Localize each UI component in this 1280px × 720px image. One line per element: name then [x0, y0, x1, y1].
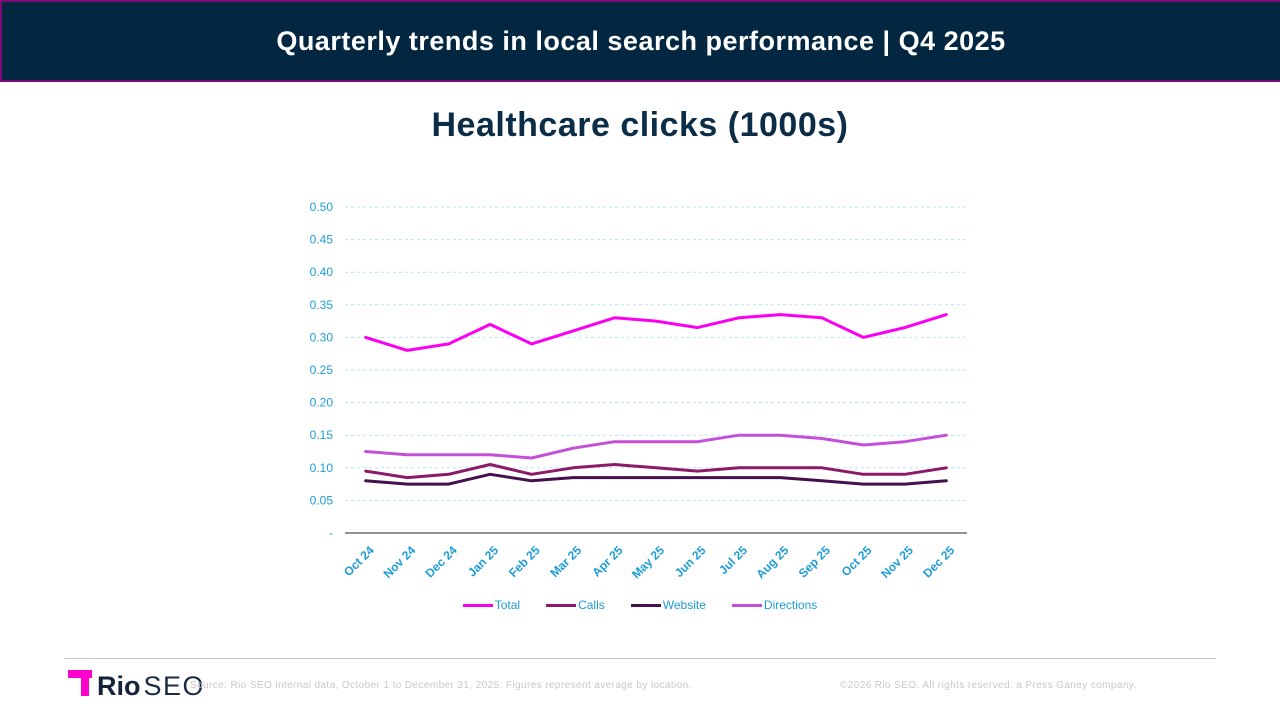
x-axis-tick-label: Dec 24: [423, 543, 460, 580]
y-axis-tick-label: 0.40: [310, 265, 334, 279]
legend-swatch-website: [630, 603, 661, 607]
source-note: Source: Rio SEO internal data, October 1…: [190, 680, 692, 691]
x-axis-tick-label: Feb 25: [506, 543, 543, 580]
chart-legend: Total Calls Website Directions: [0, 598, 1280, 612]
legend-item-total: Total: [462, 598, 521, 612]
x-axis-tick-label: Jun 25: [672, 543, 709, 580]
legend-swatch-calls: [546, 603, 577, 607]
logo-text-rio: Rio: [97, 671, 141, 701]
x-axis-tick-label: Jul 25: [716, 543, 750, 577]
legend-item-directions: Directions: [731, 598, 818, 612]
legend-swatch-total: [462, 603, 493, 607]
y-axis-tick-label: -: [329, 526, 333, 540]
y-axis-tick-label: 0.45: [310, 233, 334, 247]
legend-label-calls: Calls: [578, 598, 605, 612]
header-title: Quarterly trends in local search perform…: [276, 25, 1006, 56]
x-axis-tick-label: Nov 25: [878, 543, 916, 581]
x-axis-tick-label: May 25: [629, 543, 667, 581]
footer-divider: [64, 658, 1216, 659]
copyright-note: ©2026 Rio SEO. All rights reserved. a Pr…: [840, 680, 1137, 691]
y-axis-tick-label: 0.30: [310, 330, 334, 344]
legend-item-calls: Calls: [546, 598, 605, 612]
header-banner: Quarterly trends in local search perform…: [0, 0, 1280, 82]
x-axis-tick-label: Aug 25: [753, 543, 791, 581]
legend-item-website: Website: [630, 598, 706, 612]
y-axis-tick-label: 0.05: [310, 493, 334, 507]
legend-label-directions: Directions: [763, 598, 818, 612]
y-axis-tick-label: 0.35: [310, 298, 334, 312]
y-axis-tick-label: 0.25: [310, 363, 334, 377]
x-axis-tick-label: Oct 25: [839, 543, 875, 579]
logo-text-seo: SEO: [143, 671, 206, 701]
series-line-directions: [364, 433, 948, 460]
chart-title: Healthcare clicks (1000s): [431, 106, 849, 144]
y-axis-tick-label: 0.15: [310, 428, 334, 442]
rioseo-logo-icon: [68, 668, 92, 700]
x-axis-tick-label: Mar 25: [547, 543, 584, 580]
x-axis-tick-label: Sep 25: [796, 543, 833, 580]
series-line-website: [364, 472, 948, 486]
legend-label-total: Total: [494, 598, 521, 612]
x-axis-tick-label: Apr 25: [589, 543, 626, 580]
x-axis-tick-label: Dec 25: [920, 543, 957, 580]
x-axis-tick-label: Nov 24: [381, 543, 419, 581]
legend-label-website: Website: [662, 598, 706, 612]
y-axis-tick-label: 0.10: [310, 461, 334, 475]
line-chart: - 0.05 0.10 0.15 0.20 0.25 0.30 0.35 0.40 0.45 0.5…: [310, 200, 967, 581]
legend-swatch-directions: [731, 603, 762, 607]
y-axis-tick-label: 0.50: [310, 200, 334, 214]
series-line-calls: [364, 463, 948, 480]
y-axis-tick-label: 0.20: [310, 396, 334, 410]
x-axis-tick-label: Jan 25: [465, 543, 502, 580]
rioseo-logo: Rio SEO: [68, 668, 205, 700]
series-line-total: [364, 313, 948, 352]
x-axis-tick-label: Oct 24: [341, 543, 377, 579]
